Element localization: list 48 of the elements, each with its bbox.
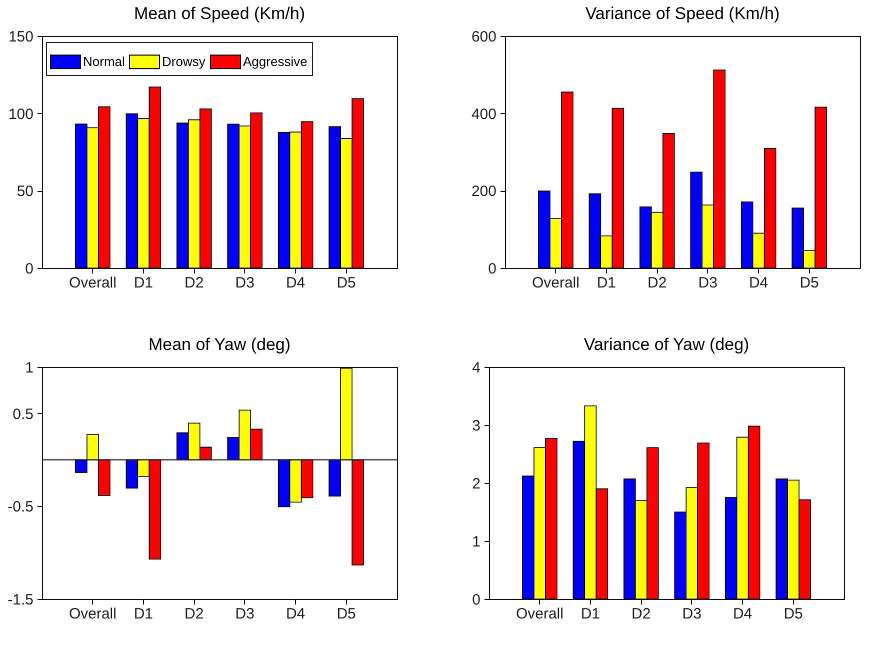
- x-tick-label: D3: [682, 606, 702, 622]
- x-tick-label: D1: [580, 606, 600, 622]
- x-tick-label: D3: [235, 606, 254, 622]
- legend-label: Aggressive: [243, 54, 308, 69]
- x-tick-label: D1: [134, 274, 154, 292]
- legend-label: Drowsy: [162, 54, 206, 69]
- y-tick-label: 2: [472, 476, 480, 492]
- y-tick-label: 200: [471, 183, 496, 200]
- y-tick-label: 100: [8, 106, 34, 123]
- x-tick-label: D1: [596, 274, 616, 292]
- x-tick-label: D2: [648, 274, 667, 292]
- x-tick-label: D2: [632, 606, 651, 622]
- y-tick-label: 1: [472, 534, 480, 550]
- y-tick-label: 0.5: [12, 406, 34, 423]
- x-tick-label: D5: [800, 274, 819, 292]
- y-tick-label: 0: [25, 260, 34, 278]
- x-tick-label: Overall: [68, 606, 116, 622]
- x-tick-label: D4: [286, 606, 306, 622]
- y-tick-label: -1.5: [8, 592, 34, 608]
- x-tick-label: D3: [235, 274, 254, 292]
- x-tick-label: D5: [784, 606, 803, 622]
- chart-title: Variance of Speed (Km/h): [585, 4, 780, 23]
- y-tick-label: -0.5: [8, 498, 34, 516]
- y-tick-label: 600: [471, 28, 496, 46]
- x-tick-label: D4: [732, 606, 752, 622]
- x-tick-label: D3: [698, 274, 718, 292]
- y-tick-label: 400: [471, 106, 496, 123]
- chart-title: Variance of Yaw (deg): [584, 335, 750, 354]
- x-tick-label: D4: [286, 274, 306, 292]
- y-tick-label: 50: [16, 183, 34, 200]
- x-tick-label: Overall: [532, 274, 580, 292]
- y-tick-label: 150: [8, 28, 34, 46]
- x-tick-label: D5: [336, 274, 356, 292]
- y-tick-label: 4: [472, 360, 480, 376]
- y-tick-label: 0: [472, 592, 480, 608]
- x-tick-label: D5: [336, 606, 356, 622]
- x-tick-label: D2: [184, 606, 204, 622]
- x-tick-label: D2: [184, 274, 204, 292]
- x-tick-label: D1: [134, 606, 154, 622]
- x-tick-label: Overall: [516, 606, 564, 622]
- chart-title: Mean of Yaw (deg): [148, 335, 291, 354]
- x-tick-label: Overall: [68, 274, 116, 292]
- y-tick-label: 0: [488, 260, 496, 278]
- x-tick-label: D4: [748, 274, 768, 292]
- chart-title: Mean of Speed (Km/h): [134, 4, 306, 23]
- y-tick-label: 3: [472, 418, 480, 434]
- legend-label: Normal: [83, 54, 126, 69]
- y-tick-label: 1: [25, 360, 34, 376]
